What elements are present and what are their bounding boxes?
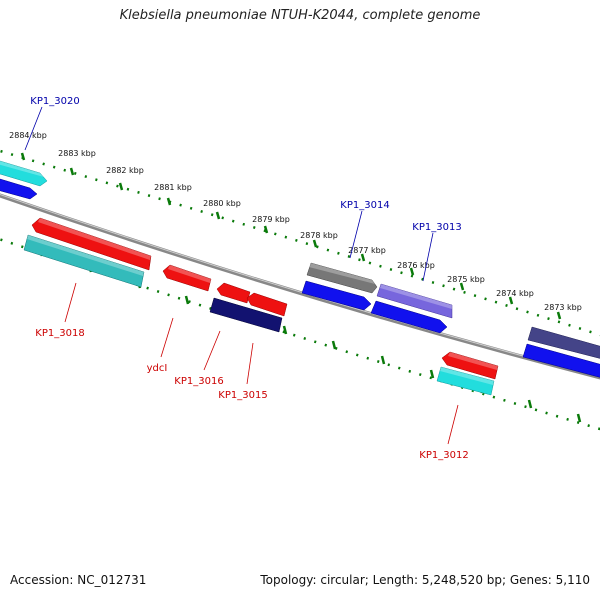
scale-label: 2877 kbp [348,246,386,255]
scale-label: 2881 kbp [154,183,192,192]
gene-label[interactable]: KP1_3012 [419,450,468,461]
genome-diagram: 2884 kbp 2883 kbp 2882 kbp 2881 kbp 2880 kbp… [0,96,600,461]
gene-label-leader [349,210,363,259]
feature-kp1-3013-lavender[interactable] [376,283,453,319]
genome-backbone-highlight [0,193,600,377]
scale-label: 2875 kbp [447,275,485,284]
feature-kp1-3015-red[interactable] [246,292,288,317]
gene-label[interactable]: KP1_3016 [174,376,223,387]
feature-kp1-3020-blue[interactable] [0,176,38,200]
gene-label[interactable]: KP1_3014 [340,200,389,211]
feature-ydci-red[interactable] [162,264,212,292]
feature-kp1-3011-blue[interactable] [522,343,600,380]
genome-backbone [0,193,600,380]
feature-kp1-3012-cyan[interactable] [436,366,495,396]
scale-label: 2884 kbp [9,131,47,140]
scale-label: 2873 kbp [544,303,582,312]
feature-kp1-3014-blue[interactable] [301,280,372,311]
feature-kp1-3013-blue[interactable] [370,300,448,334]
feature-kp1-3020-cyan[interactable] [0,158,48,187]
gene-label-leader [160,317,174,358]
feature-kp1-3018-red[interactable] [31,217,152,271]
gene-label[interactable]: KP1_3013 [412,222,461,233]
scale-label: 2876 kbp [397,261,435,270]
gene-label-leader [64,282,77,323]
topology-summary: Topology: circular; Length: 5,248,520 bp… [260,573,590,587]
feature-kp1-3015-navy[interactable] [209,297,283,333]
gene-label[interactable]: KP1_3018 [35,328,84,339]
gene-label-leader [246,342,254,385]
feature-kp1-3014-gray[interactable] [306,262,378,294]
scale-label: 2883 kbp [58,149,96,158]
reverse-strand-features [23,217,499,396]
feature-kp1-3018-teal[interactable] [23,234,145,288]
scale-label: 2882 kbp [106,166,144,175]
scale-labels: 2884 kbp 2883 kbp 2882 kbp 2881 kbp 2880 kbp… [9,131,582,312]
scale-label: 2880 kbp [203,199,241,208]
feature-kp1-3016-red[interactable] [216,282,251,304]
feature-shading [0,161,498,385]
gene-label[interactable]: KP1_3020 [30,96,79,107]
gene-label-leader [447,404,459,445]
scale-label: 2878 kbp [300,231,338,240]
outer-major-ticks [20,152,562,320]
feature-kp1-3011-slate[interactable] [527,326,600,361]
gene-labels: KP1_3020 KP1_3014 KP1_3013 KP1_3018 ydcI KP1_… [24,96,469,461]
gene-label[interactable]: KP1_3015 [218,390,267,401]
scale-label: 2874 kbp [496,289,534,298]
gene-label-leader [24,106,43,151]
map-title: Klebsiella pneumoniae NTUH-K2044, comple… [119,8,481,23]
gene-label[interactable]: ydcI [147,363,168,374]
gene-label-leader [203,330,221,371]
scale-label: 2879 kbp [252,215,290,224]
accession-text: Accession: NC_012731 [10,573,147,587]
forward-strand-features [0,158,600,380]
feature-kp1-3012-red[interactable] [441,351,499,380]
gene-label-leader [422,232,434,282]
